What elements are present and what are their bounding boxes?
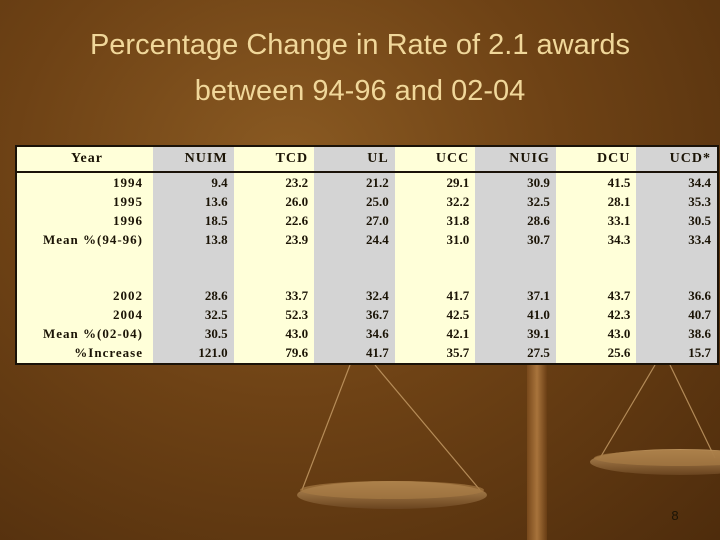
table-cell: 38.6 (636, 324, 717, 344)
header-ucd: UCD* (636, 147, 717, 173)
table-header-row: Year NUIM TCD UL UCC NUIG DCU UCD* (17, 147, 717, 173)
awards-table-container: Year NUIM TCD UL UCC NUIG DCU UCD* 1994 … (15, 145, 719, 365)
table-cell: 15.7 (636, 343, 717, 363)
table-cell: 34.3 (555, 230, 637, 249)
table-cell: 121.0 (153, 343, 234, 363)
spacer-cell (636, 249, 717, 287)
table-cell: 41.7 (394, 287, 476, 306)
table-cell: 39.1 (475, 324, 556, 344)
table-cell: 79.6 (233, 343, 315, 363)
row-label: 1995 (17, 192, 153, 212)
spacer-cell (314, 249, 395, 287)
table-cell: 43.0 (233, 324, 315, 344)
table-cell: 32.5 (475, 192, 556, 212)
table-cell: 32.4 (314, 287, 395, 306)
table-cell: 30.5 (636, 211, 717, 231)
table-cell: 27.0 (314, 211, 395, 231)
header-nuig: NUIG (475, 147, 556, 173)
table-row: %Increase 121.0 79.6 41.7 35.7 27.5 25.6… (17, 343, 717, 363)
table-cell: 25.0 (314, 192, 395, 212)
row-label: %Increase (17, 343, 153, 363)
table-cell: 33.1 (555, 211, 637, 231)
slide-title-line-2: between 94-96 and 02-04 (194, 75, 526, 107)
table-cell: 21.2 (314, 172, 395, 193)
table-cell: 30.9 (475, 172, 556, 193)
table-cell: 34.4 (636, 172, 717, 193)
table-cell: 32.5 (153, 305, 234, 325)
spacer-cell (475, 249, 556, 287)
table-cell: 42.3 (555, 305, 637, 325)
table-cell: 23.9 (233, 230, 315, 249)
table-cell: 29.1 (394, 172, 476, 193)
table-cell: 33.4 (636, 230, 717, 249)
row-label: 2002 (17, 287, 153, 306)
table-cell: 31.0 (394, 230, 476, 249)
row-label: 2004 (17, 305, 153, 325)
table-cell: 13.8 (153, 230, 234, 249)
table-row: Mean %(02-04) 30.5 43.0 34.6 42.1 39.1 4… (17, 324, 717, 344)
table-cell: 32.2 (394, 192, 476, 212)
row-label: Mean %(02-04) (17, 324, 153, 344)
table-cell: 22.6 (233, 211, 315, 231)
table-cell: 37.1 (475, 287, 556, 306)
table-cell: 36.7 (314, 305, 395, 325)
header-dcu: DCU (555, 147, 637, 173)
table-row: 2002 28.6 33.7 32.4 41.7 37.1 43.7 36.6 (17, 287, 717, 306)
table-cell: 28.6 (153, 287, 234, 306)
row-label: 1996 (17, 211, 153, 231)
table-cell: 41.7 (314, 343, 395, 363)
spacer-cell (17, 249, 153, 287)
spacer-cell (394, 249, 476, 287)
table-cell: 43.0 (555, 324, 637, 344)
table-cell: 36.6 (636, 287, 717, 306)
page-number: 8 (671, 508, 679, 523)
table-cell: 43.7 (555, 287, 637, 306)
table-cell: 26.0 (233, 192, 315, 212)
header-ucc: UCC (394, 147, 476, 173)
table-cell: 30.5 (153, 324, 234, 344)
table-cell: 40.7 (636, 305, 717, 325)
row-label: Mean %(94-96) (17, 230, 153, 249)
slide-title: Percentage Change in Rate of 2.1 awards … (0, 22, 720, 114)
header-nuim: NUIM (153, 147, 234, 173)
slide-title-line-1: Percentage Change in Rate of 2.1 awards (89, 29, 631, 61)
table-cell: 9.4 (153, 172, 234, 193)
table-cell: 41.5 (555, 172, 637, 193)
spacer-cell (555, 249, 637, 287)
table-row: 1996 18.5 22.6 27.0 31.8 28.6 33.1 30.5 (17, 211, 717, 231)
table-cell: 33.7 (233, 287, 315, 306)
table-cell: 23.2 (233, 172, 315, 193)
table-cell: 42.5 (394, 305, 476, 325)
table-row: 1995 13.6 26.0 25.0 32.2 32.5 28.1 35.3 (17, 192, 717, 212)
spacer-cell (153, 249, 234, 287)
table-spacer-row (17, 249, 717, 287)
table-cell: 34.6 (314, 324, 395, 344)
header-year: Year (17, 147, 153, 173)
table-cell: 24.4 (314, 230, 395, 249)
table-cell: 42.1 (394, 324, 476, 344)
table-cell: 28.1 (555, 192, 637, 212)
table-cell: 35.7 (394, 343, 476, 363)
table-row: 2004 32.5 52.3 36.7 42.5 41.0 42.3 40.7 (17, 305, 717, 325)
table-row: Mean %(94-96) 13.8 23.9 24.4 31.0 30.7 3… (17, 230, 717, 249)
table-cell: 35.3 (636, 192, 717, 212)
table-row: 1994 9.4 23.2 21.2 29.1 30.9 41.5 34.4 (17, 172, 717, 193)
table-cell: 28.6 (475, 211, 556, 231)
table-cell: 25.6 (555, 343, 637, 363)
table-cell: 41.0 (475, 305, 556, 325)
table-cell: 31.8 (394, 211, 476, 231)
header-tcd: TCD (233, 147, 315, 173)
awards-table: Year NUIM TCD UL UCC NUIG DCU UCD* 1994 … (17, 147, 717, 363)
table-cell: 18.5 (153, 211, 234, 231)
spacer-cell (233, 249, 315, 287)
table-cell: 13.6 (153, 192, 234, 212)
table-cell: 30.7 (475, 230, 556, 249)
table-cell: 27.5 (475, 343, 556, 363)
header-ul: UL (314, 147, 395, 173)
row-label: 1994 (17, 172, 153, 193)
table-cell: 52.3 (233, 305, 315, 325)
